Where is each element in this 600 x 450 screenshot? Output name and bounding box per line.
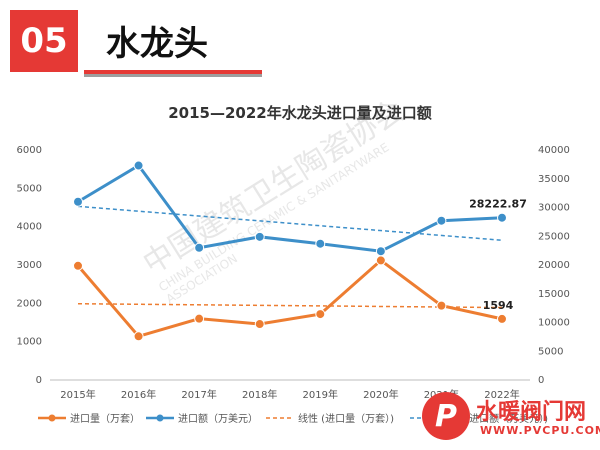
y-right-tick-label: 40000 (538, 145, 570, 156)
trendline (77, 205, 503, 242)
x-tick-label: 2015年 (60, 388, 95, 401)
x-tick-label: 2017年 (181, 388, 216, 401)
data-point (497, 212, 507, 223)
legend-label: 进口量（万套） (70, 414, 140, 425)
x-tick-label: 2020年 (363, 388, 398, 401)
y-left-tick-label: 3000 (17, 260, 42, 271)
legend-item: 线性 (进口量（万套）) (266, 410, 394, 425)
data-point (436, 215, 447, 226)
trendline (77, 302, 503, 309)
title-underline-red (84, 70, 262, 74)
data-point (73, 196, 83, 207)
series-line (77, 163, 503, 253)
legend-label: 线性 (进口额（万美元）) (442, 414, 548, 425)
data-point (194, 313, 205, 324)
data-point (133, 331, 144, 342)
logo-url: WWW.PVCPU.COM (480, 424, 600, 437)
section-number-badge: 05 (10, 10, 78, 72)
y-right-tick-label: 15000 (538, 289, 570, 300)
legend-swatch (266, 413, 294, 423)
x-tick-label: 2018年 (242, 388, 277, 401)
y-left-tick-label: 4000 (17, 222, 42, 233)
chart-title: 2015—2022年水龙头进口量及进口额 (168, 104, 432, 122)
y-right-tick-label: 5000 (538, 346, 563, 357)
y-left-tick-label: 2000 (17, 298, 42, 309)
legend-swatch (146, 413, 174, 423)
data-point (497, 313, 507, 324)
series-line (76, 258, 503, 339)
y-left-tick-label: 0 (36, 375, 42, 386)
y-left-tick-label: 5000 (17, 183, 42, 194)
legend-swatch (38, 413, 66, 423)
legend-item: 进口额（万美元） (146, 410, 258, 425)
data-point (375, 255, 386, 266)
y-left-tick-label: 6000 (17, 145, 42, 156)
logo-text: 水暖阀门网 (476, 400, 587, 425)
logo-mark: P (422, 392, 470, 440)
y-left-tick-label: 1000 (17, 337, 42, 348)
data-label: 1594 (483, 299, 514, 312)
data-label: 28222.87 (469, 198, 527, 211)
y-right-tick-label: 10000 (538, 318, 570, 329)
data-point (436, 300, 447, 311)
x-tick-label: 2022年 (484, 388, 519, 401)
y-right-tick-label: 20000 (538, 260, 570, 271)
data-point (194, 242, 205, 253)
site-logo: P 水暖阀门网 WWW.PVCPU.COM (418, 392, 600, 450)
data-point (254, 319, 265, 330)
data-point (315, 238, 326, 249)
y-right-tick-label: 0 (538, 375, 544, 386)
section-title: 水龙头 (106, 24, 208, 64)
data-point (73, 260, 83, 271)
x-tick-label: 2016年 (121, 388, 156, 401)
x-tick-label: 2019年 (303, 388, 338, 401)
y-right-tick-label: 30000 (538, 203, 570, 214)
legend-label: 进口额（万美元） (178, 414, 258, 425)
chart-legend: 进口量（万套） 进口额（万美元） 线性 (进口量（万套）) 线性 (进口额（万美元）) (38, 410, 548, 428)
data-point (254, 231, 265, 242)
data-point (315, 309, 326, 320)
data-point (133, 160, 144, 171)
section-header: 05 水龙头 (0, 0, 600, 82)
data-point (375, 246, 386, 257)
title-underline-grey (84, 74, 262, 77)
y-right-tick-label: 35000 (538, 174, 570, 185)
legend-label: 线性 (进口量（万套）) (298, 414, 394, 425)
legend-item: 进口量（万套） (38, 410, 140, 425)
y-right-tick-label: 25000 (538, 231, 570, 242)
